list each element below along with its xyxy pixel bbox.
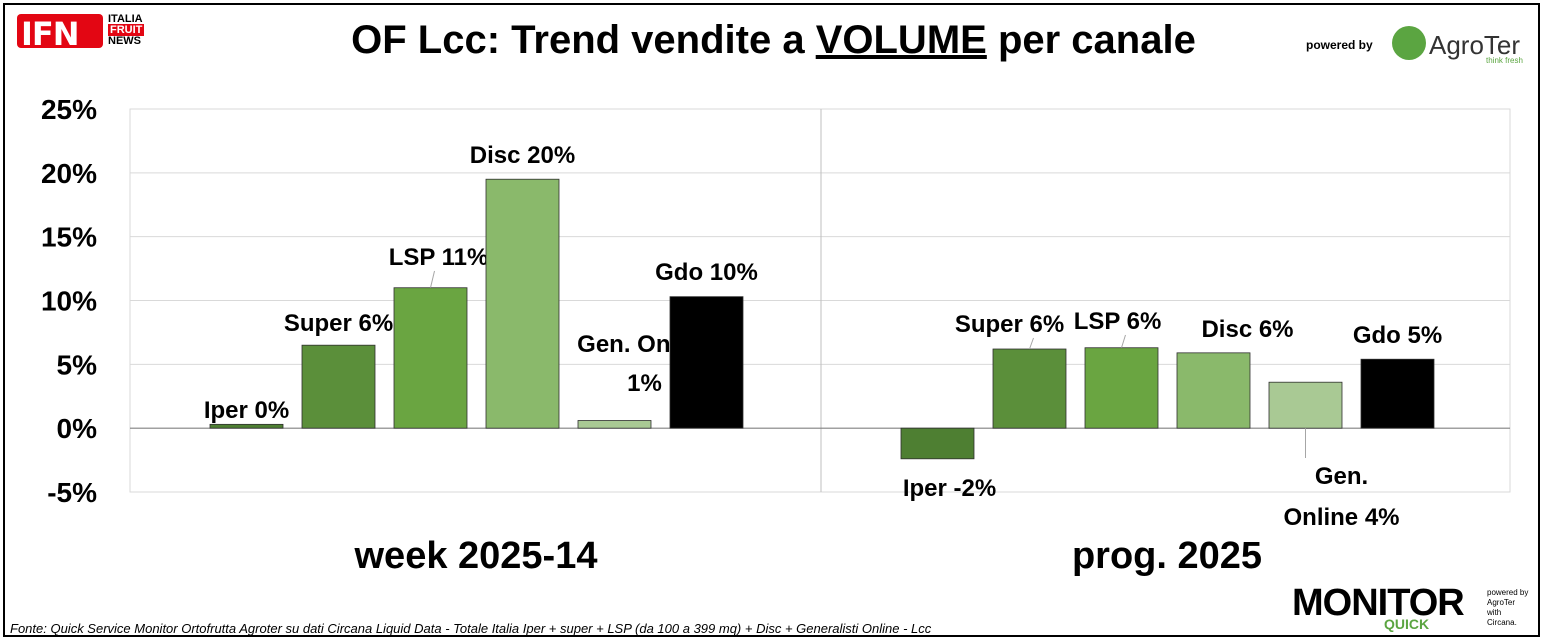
bar-super [301, 344, 376, 429]
bar-lsp [1084, 347, 1159, 429]
bar-gen-online [577, 420, 652, 429]
ifn-logo: IFN ITALIA FRUIT NEWS [17, 14, 167, 54]
bar-gen-online [1268, 381, 1343, 429]
side-powered-by: powered by [1487, 588, 1529, 597]
ifn-sub-fruit: FRUIT [108, 24, 145, 36]
monitor-logo-text: MONITOR [1292, 582, 1465, 624]
side-circana: Circana. [1487, 618, 1517, 627]
chart-title: OF Lcc: Trend vendite a VOLUME per canal… [0, 18, 1547, 63]
agroter-tagline: think fresh [1486, 56, 1523, 65]
data-label: LSP 11% [389, 244, 489, 271]
y-tick-label: 25% [41, 94, 97, 125]
data-label: Gdo 10% [655, 259, 758, 286]
monitor-side-credits: powered by AgroTer with Circana. [1487, 588, 1528, 628]
title-part-1: OF Lcc: Trend vendite a [351, 18, 816, 62]
y-tick-label: 10% [41, 286, 97, 317]
data-label: 1% [627, 370, 662, 397]
leader-line [1121, 334, 1126, 348]
data-label: Iper 0% [204, 397, 289, 424]
data-label: Gdo 5% [1353, 322, 1442, 349]
y-tick-label: 5% [57, 349, 98, 380]
bar-gdo [669, 296, 744, 429]
agroter-logo-text: AgroTer [1429, 30, 1521, 60]
group-label: week 2025-14 [354, 535, 598, 577]
data-label: Super 6% [955, 311, 1064, 338]
leader-line [1029, 337, 1034, 350]
data-label: LSP 6% [1074, 308, 1162, 335]
bar-disc [1176, 352, 1251, 429]
bar-gdo [1360, 358, 1435, 429]
ifn-sub-news: NEWS [108, 35, 141, 47]
ifn-logo-subtitle: ITALIA FRUIT NEWS [108, 13, 145, 47]
data-label: Disc 20% [470, 142, 575, 169]
leader-line [430, 270, 435, 288]
data-label: Iper -2% [903, 475, 996, 502]
source-note: Fonte: Quick Service Monitor Ortofrutta … [10, 621, 932, 636]
data-label: Online 4% [1283, 504, 1399, 531]
y-tick-label: -5% [47, 477, 97, 508]
quick-logo-text: QUICK [1384, 616, 1430, 632]
bar-super [992, 348, 1067, 429]
bar-iper [209, 423, 284, 429]
ifn-sub-italia: ITALIA [108, 13, 143, 25]
bar-iper [900, 427, 975, 460]
powered-by-label: powered by [1306, 38, 1373, 52]
ifn-logo-text: IFN [21, 15, 80, 53]
title-part-2: per canale [986, 18, 1196, 62]
side-with: with [1487, 608, 1502, 617]
y-tick-label: 0% [57, 413, 98, 444]
agroter-tree-icon [1392, 26, 1426, 60]
group-label: prog. 2025 [1072, 535, 1262, 577]
data-label: Super 6% [284, 310, 393, 337]
data-label: Gen. [1315, 463, 1368, 490]
y-tick-label: 20% [41, 158, 97, 189]
bar-lsp [393, 287, 468, 429]
title-volume: VOLUME [815, 18, 987, 62]
bar-disc [485, 178, 560, 429]
ifn-logo-box: IFN [17, 14, 103, 53]
y-tick-label: 15% [41, 222, 97, 253]
data-label: Disc 6% [1201, 316, 1293, 343]
side-agroter: AgroTer [1487, 598, 1516, 607]
